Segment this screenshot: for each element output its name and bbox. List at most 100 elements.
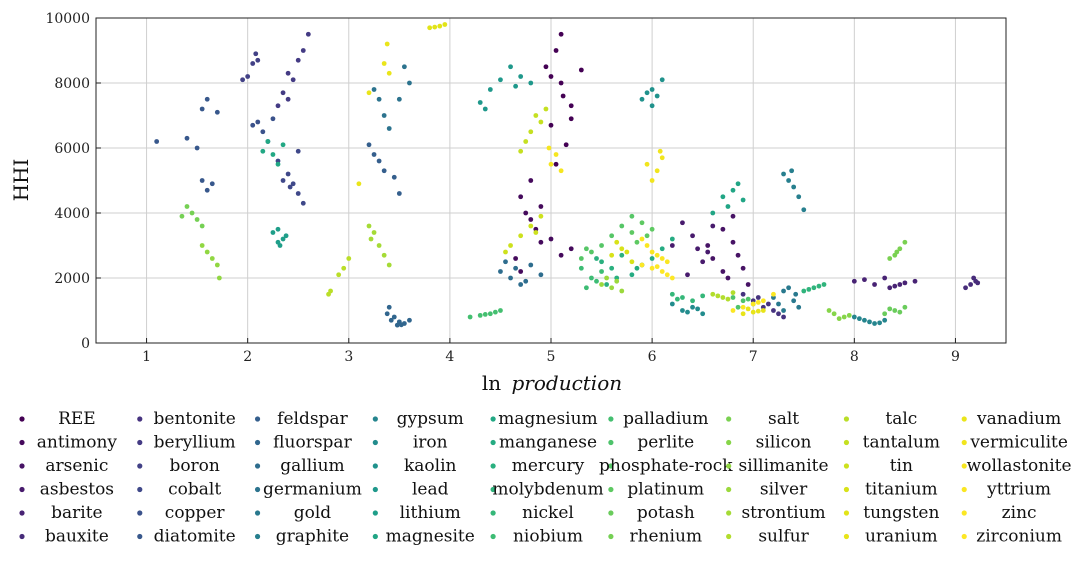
data-point — [659, 256, 665, 261]
axes: 1 2 3 4 5 6 7 8 9 0 2000 4000 6000 8000 10000 — [45, 11, 1007, 365]
legend-marker — [726, 439, 732, 446]
data-point — [740, 291, 746, 297]
legend-marker — [254, 533, 261, 540]
data-point — [427, 25, 433, 31]
data-point — [528, 129, 534, 135]
data-point — [442, 22, 448, 27]
data-point — [384, 41, 390, 47]
data-point — [639, 262, 645, 268]
data-point — [250, 61, 256, 66]
data-point — [599, 243, 604, 248]
data-point — [398, 322, 404, 328]
data-point — [720, 269, 726, 274]
data-point — [872, 282, 877, 287]
data-point — [523, 278, 529, 284]
legend-label: tin — [890, 456, 913, 476]
data-point — [477, 100, 483, 105]
legend-label: niobium — [513, 527, 583, 547]
data-point — [548, 74, 554, 79]
legend-label: platinum — [627, 480, 704, 500]
x-axis-label: ln production — [482, 371, 622, 395]
y-tick-label: 8000 — [54, 76, 90, 92]
data-point — [791, 184, 797, 190]
data-point — [528, 262, 534, 268]
data-point — [639, 236, 645, 242]
data-point — [204, 187, 210, 193]
legend-marker — [843, 416, 850, 422]
legend-label: graphite — [276, 527, 349, 547]
data-point — [720, 194, 726, 200]
data-point — [680, 295, 685, 300]
data-point — [275, 239, 281, 245]
legend-marker — [608, 416, 614, 422]
data-point — [553, 48, 559, 53]
legend-marker — [490, 463, 496, 469]
y-tick-label: 0 — [81, 336, 90, 352]
data-point — [371, 87, 377, 92]
data-point — [558, 168, 564, 174]
data-point — [533, 230, 539, 235]
data-point — [730, 295, 736, 300]
data-point — [518, 194, 524, 200]
data-point — [594, 278, 599, 284]
data-point — [882, 275, 888, 281]
data-point — [328, 288, 333, 294]
data-point — [690, 304, 695, 310]
data-point — [482, 106, 488, 112]
legend-marker — [961, 533, 967, 540]
data-point — [902, 239, 908, 245]
data-point — [209, 256, 215, 261]
legend-label: vanadium — [976, 409, 1061, 429]
data-point — [538, 272, 544, 278]
x-tick-label: 3 — [344, 349, 353, 365]
data-point — [649, 226, 655, 232]
data-point — [789, 168, 795, 174]
data-point — [391, 174, 397, 180]
legend-label: phosphate-rock — [599, 456, 733, 476]
data-point — [568, 116, 574, 122]
data-point — [740, 311, 746, 317]
data-point — [730, 187, 736, 193]
data-point — [710, 210, 716, 216]
data-point — [685, 272, 690, 278]
data-point — [280, 236, 286, 242]
data-point — [513, 83, 519, 89]
data-point — [644, 233, 650, 239]
legend-label: silicon — [756, 433, 812, 453]
x-tick-label: 9 — [951, 349, 960, 365]
x-tick-label: 1 — [142, 349, 151, 365]
legend-marker — [254, 416, 261, 422]
data-point — [543, 106, 549, 112]
y-tick-label: 4000 — [54, 206, 90, 222]
data-point — [599, 259, 604, 265]
legend-label: copper — [165, 503, 226, 523]
data-point — [371, 152, 377, 157]
legend-label: boron — [169, 456, 219, 476]
data-point — [533, 113, 539, 118]
legend-label: wollastonite — [967, 456, 1072, 476]
legend-label: cobalt — [168, 480, 221, 500]
data-point — [765, 301, 771, 307]
legend-marker — [372, 486, 378, 493]
data-point — [609, 285, 615, 291]
data-point — [346, 256, 352, 261]
data-point — [882, 317, 888, 323]
data-point — [386, 304, 392, 310]
data-point — [735, 181, 741, 187]
data-point — [341, 265, 347, 271]
data-point — [897, 282, 903, 287]
legend-marker — [490, 510, 496, 516]
data-point — [604, 282, 610, 287]
data-point — [216, 275, 222, 281]
data-point — [971, 275, 977, 281]
data-point — [518, 233, 524, 239]
data-point — [710, 291, 716, 297]
data-point — [250, 122, 256, 128]
data-point — [184, 135, 190, 141]
legend-label: zirconium — [976, 527, 1062, 547]
data-point — [710, 256, 716, 261]
data-point — [260, 148, 266, 154]
legend-marker — [137, 486, 143, 493]
data-point — [690, 233, 695, 239]
